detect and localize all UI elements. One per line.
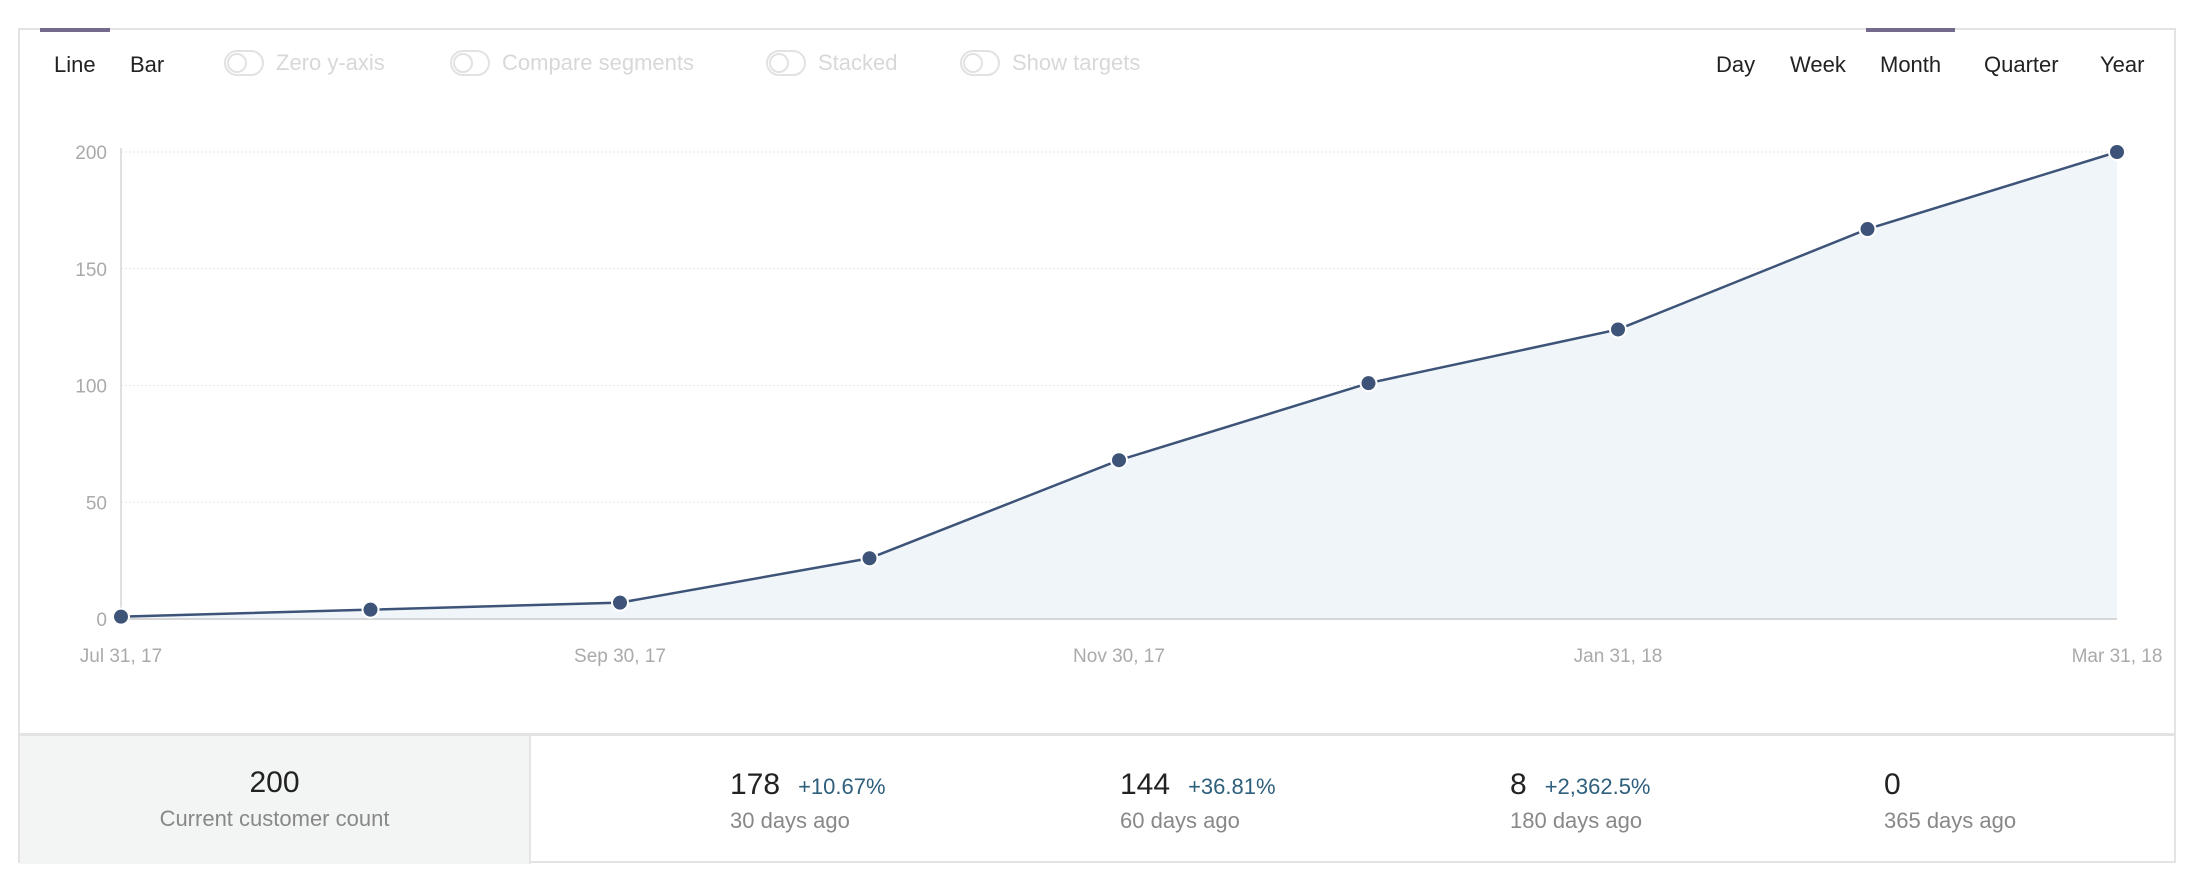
current-count-value: 200: [249, 766, 300, 799]
x-tick-label: Jan 31, 18: [1574, 646, 1663, 667]
toggle-label: Show targets: [1012, 50, 1141, 75]
toggle-compare-segments[interactable]: Compare segments: [450, 50, 694, 76]
toggle-show-targets[interactable]: Show targets: [960, 50, 1140, 76]
stat-365-days: 0 365 days ago: [1884, 768, 2016, 834]
line-chart: 0 50 100 150 200 Jul 31, 17 Sep 30, 17 Nov 30, …: [75, 143, 2163, 667]
toggle-switch-icon: [450, 50, 490, 76]
y-tick-label: 100: [75, 377, 107, 398]
stats-bar: 200 Current customer count 178 +10.67% 30…: [20, 733, 2174, 864]
toggle-label: Zero y-axis: [276, 50, 385, 75]
data-point: [1110, 451, 1128, 470]
stat-60-days: 144 +36.81% 60 days ago: [1120, 768, 1276, 834]
stat-label: 365 days ago: [1884, 808, 2017, 833]
y-tick-label: 150: [75, 260, 107, 281]
toggle-switch-icon: [224, 50, 264, 76]
toggle-label: Stacked: [818, 50, 898, 75]
stat-label: 60 days ago: [1120, 808, 1240, 833]
toggle-stacked[interactable]: Stacked: [766, 50, 898, 76]
area-fill: [121, 152, 2117, 619]
data-point: [860, 549, 879, 568]
chart-toolbar: Line Bar Zero y-axis Compare segments St…: [20, 28, 2174, 100]
stat-30-days: 178 +10.67% 30 days ago: [730, 768, 886, 834]
x-tick-label: Mar 31, 18: [2072, 646, 2163, 667]
stat-value: 144: [1120, 768, 1171, 801]
chart-type-line[interactable]: Line: [40, 28, 110, 77]
stat-180-days: 8 +2,362.5% 180 days ago: [1510, 768, 1651, 834]
x-tick-label: Jul 31, 17: [80, 646, 162, 667]
current-count: 200 Current customer count: [20, 736, 531, 864]
x-tick-label: Nov 30, 17: [1073, 646, 1165, 667]
y-tick-label: 0: [96, 610, 107, 631]
stat-value: 8: [1510, 768, 1527, 801]
stat-value: 0: [1884, 768, 1901, 801]
current-count-label: Current customer count: [159, 806, 390, 831]
period-week[interactable]: Week: [1790, 52, 1846, 77]
period-year[interactable]: Year: [2100, 52, 2145, 77]
stat-label: 30 days ago: [730, 808, 850, 833]
period-day[interactable]: Day: [1716, 52, 1756, 77]
toggle-switch-icon: [960, 50, 1000, 76]
data-point: [611, 593, 629, 612]
data-point: [1858, 220, 1877, 239]
toggle-label: Compare segments: [502, 50, 694, 75]
y-tick-label: 50: [86, 493, 107, 514]
stat-change: +2,362.5%: [1544, 774, 1651, 799]
toggle-zero-y-axis[interactable]: Zero y-axis: [224, 50, 385, 76]
period-month[interactable]: Month: [1865, 28, 1956, 77]
chart-type-bar[interactable]: Bar: [130, 52, 165, 77]
data-point: [1609, 320, 1627, 339]
data-point: [361, 600, 380, 619]
stat-value: 178: [730, 768, 781, 801]
chart-card: Line Bar Zero y-axis Compare segments St…: [18, 28, 2176, 864]
stat-change: +36.81%: [1188, 774, 1276, 799]
toggle-switch-icon: [766, 50, 806, 76]
period-quarter[interactable]: Quarter: [1984, 52, 2059, 77]
data-point: [112, 607, 130, 626]
stat-label: 180 days ago: [1510, 808, 1643, 833]
data-point: [1359, 374, 1378, 393]
x-tick-label: Sep 30, 17: [574, 646, 666, 667]
stat-change: +10.67%: [798, 774, 886, 799]
data-point: [2108, 143, 2126, 161]
y-tick-label: 200: [75, 143, 107, 164]
